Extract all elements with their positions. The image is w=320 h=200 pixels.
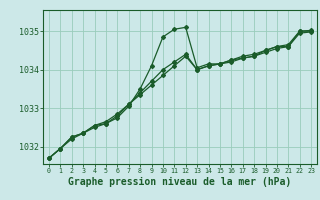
X-axis label: Graphe pression niveau de la mer (hPa): Graphe pression niveau de la mer (hPa)	[68, 177, 292, 187]
